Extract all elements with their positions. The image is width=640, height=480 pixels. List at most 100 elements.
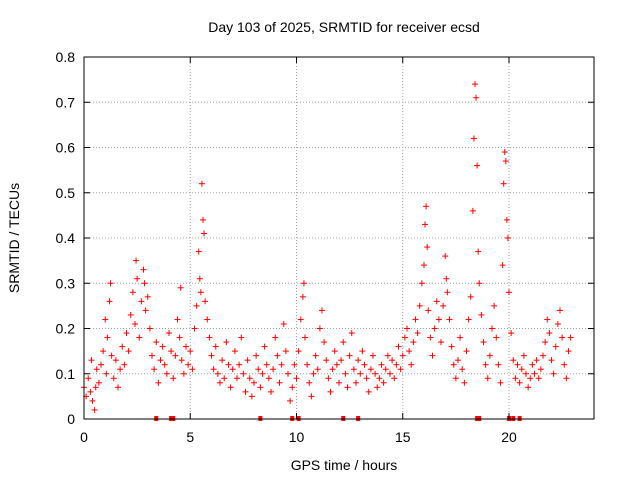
data-point bbox=[333, 361, 340, 368]
data-point bbox=[117, 366, 124, 373]
data-point bbox=[225, 361, 232, 368]
data-point bbox=[433, 298, 440, 305]
data-point bbox=[140, 266, 147, 273]
data-point bbox=[478, 311, 485, 318]
data-point bbox=[401, 334, 408, 341]
data-point bbox=[172, 352, 179, 359]
data-point bbox=[389, 357, 396, 364]
data-point bbox=[448, 343, 455, 350]
data-point bbox=[208, 352, 215, 359]
data-point bbox=[567, 334, 574, 341]
data-point bbox=[304, 361, 311, 368]
x-tick-label: 15 bbox=[395, 429, 411, 445]
data-point bbox=[214, 370, 221, 377]
data-point bbox=[295, 348, 302, 355]
data-point bbox=[197, 289, 204, 296]
data-point bbox=[282, 348, 289, 355]
data-point bbox=[410, 339, 417, 346]
data-point bbox=[357, 370, 364, 377]
data-point bbox=[429, 352, 436, 359]
data-point bbox=[219, 357, 226, 364]
y-tick-label: 0.7 bbox=[56, 94, 76, 110]
data-point bbox=[459, 366, 466, 373]
data-point bbox=[142, 307, 149, 314]
data-point bbox=[242, 388, 249, 395]
data-point bbox=[404, 325, 410, 332]
x-tick-label: 0 bbox=[80, 429, 88, 445]
data-point bbox=[378, 361, 385, 368]
data-point bbox=[189, 366, 196, 373]
data-point bbox=[174, 316, 181, 323]
data-point bbox=[149, 352, 155, 359]
data-points bbox=[81, 81, 574, 413]
data-point bbox=[121, 361, 128, 368]
data-point bbox=[508, 330, 515, 337]
data-point bbox=[350, 366, 357, 373]
data-point bbox=[151, 366, 158, 373]
data-point bbox=[329, 366, 336, 373]
data-point bbox=[308, 393, 315, 400]
data-point bbox=[234, 375, 240, 382]
y-tick-label: 0.3 bbox=[56, 275, 76, 291]
data-point bbox=[229, 366, 236, 373]
data-point bbox=[276, 379, 283, 386]
data-point bbox=[261, 343, 268, 350]
data-point bbox=[476, 280, 483, 287]
data-point bbox=[327, 388, 334, 395]
data-point bbox=[520, 352, 527, 359]
data-point bbox=[465, 316, 472, 323]
data-point bbox=[431, 325, 438, 332]
data-point bbox=[125, 348, 132, 355]
data-point bbox=[193, 302, 200, 309]
data-point bbox=[414, 330, 421, 337]
data-point bbox=[102, 316, 109, 323]
data-point bbox=[461, 379, 468, 386]
data-point bbox=[103, 370, 110, 377]
data-point bbox=[200, 216, 206, 223]
data-point bbox=[104, 334, 111, 341]
data-point bbox=[475, 248, 482, 255]
data-point bbox=[331, 348, 338, 355]
data-point bbox=[310, 370, 317, 377]
data-point bbox=[493, 334, 500, 341]
data-point bbox=[424, 244, 431, 251]
data-point bbox=[280, 320, 287, 327]
data-point bbox=[110, 375, 117, 382]
data-point bbox=[302, 334, 308, 341]
data-point bbox=[293, 375, 300, 382]
data-point bbox=[112, 357, 119, 364]
data-point bbox=[391, 375, 398, 382]
data-point bbox=[499, 262, 506, 269]
data-point bbox=[529, 361, 536, 368]
data-point bbox=[253, 352, 260, 359]
data-point bbox=[251, 379, 257, 386]
data-point bbox=[423, 203, 430, 210]
data-point bbox=[157, 357, 164, 364]
data-point bbox=[472, 81, 478, 88]
data-point bbox=[397, 366, 404, 373]
data-point bbox=[195, 248, 202, 255]
data-point bbox=[523, 370, 529, 377]
data-point bbox=[510, 357, 517, 364]
data-point bbox=[285, 370, 291, 377]
data-point bbox=[512, 375, 519, 382]
data-point bbox=[210, 366, 217, 373]
data-point bbox=[187, 348, 194, 355]
data-point bbox=[395, 343, 402, 350]
data-point bbox=[155, 379, 162, 386]
data-point bbox=[469, 207, 476, 214]
data-point bbox=[88, 357, 95, 364]
data-point bbox=[565, 348, 572, 355]
data-point bbox=[92, 384, 99, 391]
data-point bbox=[542, 339, 549, 346]
data-point bbox=[196, 275, 203, 282]
data-point bbox=[321, 339, 328, 346]
data-point bbox=[355, 357, 362, 364]
x-axis-label: GPS time / hours bbox=[291, 457, 398, 473]
data-point bbox=[491, 302, 498, 309]
grid-lines bbox=[84, 57, 594, 419]
data-point bbox=[206, 334, 213, 341]
data-point bbox=[486, 352, 493, 359]
data-point bbox=[380, 379, 387, 386]
data-point bbox=[338, 357, 345, 364]
